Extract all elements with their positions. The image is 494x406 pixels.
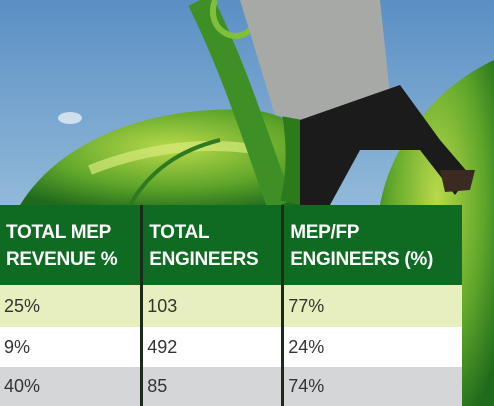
header-line: ENGINEERS (%)	[290, 246, 462, 273]
header-line: MEP/FP	[290, 219, 462, 246]
header-line: REVENUE %	[6, 246, 140, 273]
table-cell: 25%	[0, 285, 142, 327]
table-cell: 74%	[283, 367, 462, 406]
table-cell: 103	[142, 285, 283, 327]
table-cell: 24%	[283, 327, 462, 367]
header-line: ENGINEERS	[149, 246, 281, 273]
table-cell: 492	[142, 327, 283, 367]
table-cell: 40%	[0, 367, 142, 406]
header-line: TOTAL	[149, 219, 281, 246]
page: {"table": { "headers": [["TOTAL MEP", "R…	[0, 0, 494, 406]
table-cell: 77%	[283, 285, 462, 327]
header-line: TOTAL MEP	[6, 219, 140, 246]
table-cell: 9%	[0, 327, 142, 367]
table-cell: 85	[142, 367, 283, 406]
